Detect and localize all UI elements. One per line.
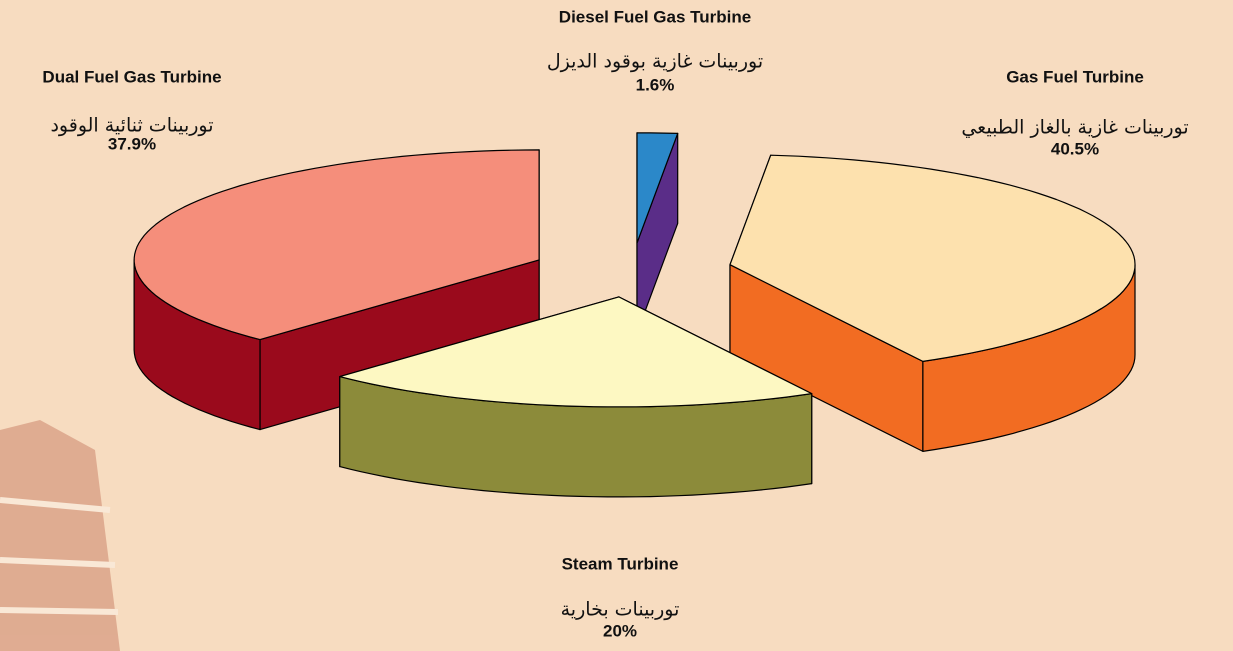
slice-sublabel: توربينات ثنائية الوقود — [50, 115, 213, 137]
slice-label: Dual Fuel Gas Turbine — [42, 67, 221, 86]
value-label: 37.9% — [108, 134, 156, 153]
value-label: 1.6% — [636, 75, 675, 94]
pie-slice — [133, 149, 540, 341]
slice-sublabel: توربينات بخارية — [561, 599, 680, 621]
slice-sublabel: توربينات غازية بوقود الديزل — [547, 51, 763, 73]
value-label: 20% — [603, 621, 637, 640]
background-tower — [0, 420, 120, 651]
slice-sublabel: توربينات غازية بالغاز الطبيعي — [961, 117, 1188, 139]
value-label: 40.5% — [1051, 139, 1099, 158]
pie-slice — [339, 296, 813, 408]
slice-label: Diesel Fuel Gas Turbine — [559, 7, 751, 26]
pie-slice — [636, 132, 679, 244]
slice-label: Steam Turbine — [562, 554, 679, 573]
pie-slice — [729, 154, 1136, 362]
slice-label: Gas Fuel Turbine — [1006, 67, 1144, 86]
